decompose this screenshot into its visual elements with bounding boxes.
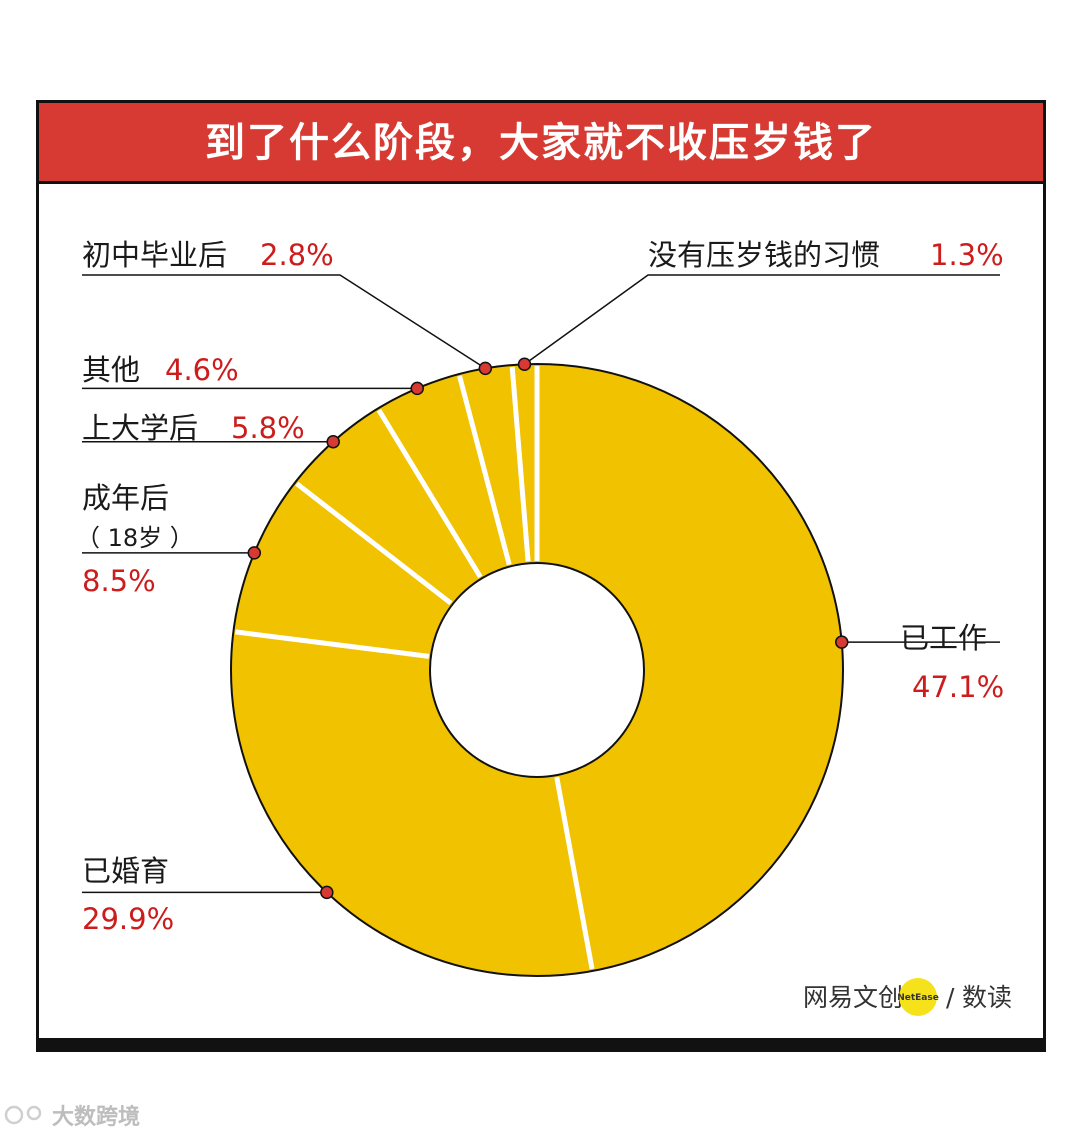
percent-middle-school: 2.8%	[260, 238, 334, 272]
percent-college: 5.8%	[231, 411, 305, 445]
label-college: 上大学后	[82, 411, 198, 445]
watermark-icon-dot	[26, 1105, 42, 1121]
logo-slash: /	[946, 983, 955, 1012]
percent-married: 29.9%	[82, 902, 174, 936]
leader-dot-college	[326, 434, 340, 449]
separator-5	[457, 375, 512, 566]
leader-dot-no-habit	[517, 357, 532, 372]
slice-college	[295, 408, 482, 605]
slice-married	[231, 631, 593, 976]
separator-6	[509, 366, 531, 562]
leaders-group	[82, 274, 1000, 900]
label-adult-sub: （ 18岁 ）	[76, 524, 194, 552]
leader-dot-working	[834, 635, 849, 649]
label-married: 已婚育	[82, 854, 169, 888]
title-bar: 到了什么阶段，大家就不收压岁钱了	[39, 103, 1043, 184]
label-working: 已工作	[900, 621, 987, 655]
label-adult: 成年后	[82, 481, 169, 515]
donut-outline	[230, 363, 844, 977]
watermark: 大数跨境	[4, 1104, 140, 1130]
percent-working: 47.1%	[912, 670, 1004, 704]
watermark-icon	[4, 1105, 24, 1125]
watermark-text: 大数跨境	[52, 1104, 140, 1130]
percent-no-habit: 1.3%	[930, 238, 1004, 272]
percent-other: 4.6%	[165, 353, 239, 387]
logo-suffix: 数读	[962, 983, 1012, 1012]
leader-middle-school	[82, 274, 486, 370]
logo-text: 网易文创	[803, 983, 903, 1012]
slice-other	[377, 374, 510, 579]
logo-badge	[899, 978, 937, 1016]
separator-3	[295, 481, 453, 606]
percent-adult: 8.5%	[82, 564, 156, 598]
leader-dot-middle-school	[478, 361, 493, 376]
slice-working	[537, 364, 843, 971]
leader-dot-other	[410, 381, 424, 396]
leader-no-habit	[524, 274, 1000, 365]
bottom-bar	[36, 1038, 1046, 1052]
donut-hole	[429, 562, 645, 778]
separators-group	[235, 366, 595, 970]
separator-4	[376, 409, 483, 579]
slices-group	[231, 364, 843, 976]
logo-badge-text: NetEase	[897, 993, 939, 1003]
label-middle-school: 初中毕业后	[82, 238, 227, 272]
separator-1	[554, 776, 595, 970]
slice-middle-school	[459, 365, 529, 567]
label-no-habit: 没有压岁钱的习惯	[648, 238, 880, 272]
slice-adult	[233, 482, 453, 657]
label-other: 其他	[82, 353, 140, 387]
chart-title: 到了什么阶段，大家就不收压岁钱了	[205, 120, 877, 166]
separator-2	[235, 629, 430, 659]
leader-dot-adult	[247, 546, 262, 560]
leader-dot-married	[320, 885, 334, 900]
